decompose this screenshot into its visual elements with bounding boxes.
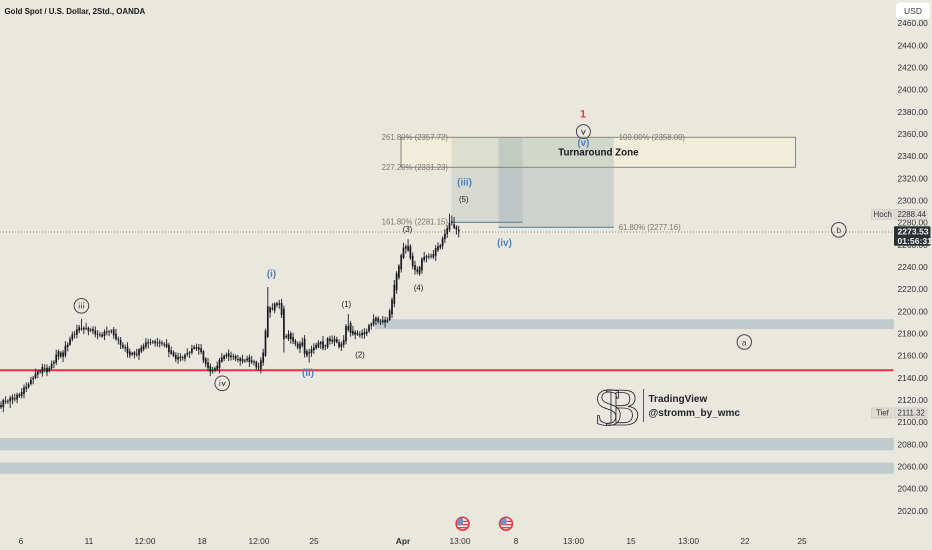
svg-text:18: 18 [197, 536, 207, 546]
svg-text:(1): (1) [342, 300, 352, 309]
svg-text:(iv): (iv) [497, 238, 512, 249]
svg-text:Turnaround Zone: Turnaround Zone [558, 147, 639, 158]
svg-text:2111.32: 2111.32 [898, 409, 925, 418]
svg-text:2240.00: 2240.00 [898, 262, 929, 272]
svg-text:2300.00: 2300.00 [898, 196, 929, 206]
svg-text:15: 15 [626, 536, 636, 546]
svg-text:2380.00: 2380.00 [898, 107, 929, 117]
svg-text:2100.00: 2100.00 [898, 417, 929, 427]
svg-text:2160.00: 2160.00 [898, 351, 929, 361]
svg-text:TradingView: TradingView [649, 394, 708, 405]
svg-text:2080.00: 2080.00 [898, 439, 929, 449]
svg-text:227.20% (2331.23): 227.20% (2331.23) [382, 163, 449, 172]
svg-text:25: 25 [797, 536, 807, 546]
svg-text:2340.00: 2340.00 [898, 151, 929, 161]
svg-text:2060.00: 2060.00 [898, 462, 929, 472]
svg-text:2200.00: 2200.00 [898, 306, 929, 316]
svg-text:2273.53: 2273.53 [898, 227, 929, 237]
svg-text:22: 22 [740, 536, 750, 546]
svg-text:1: 1 [580, 108, 586, 120]
svg-text:25: 25 [309, 536, 319, 546]
svg-text:Apr: Apr [396, 536, 411, 546]
svg-text:S: S [594, 379, 623, 437]
svg-text:(i): (i) [267, 269, 276, 280]
svg-text:2140.00: 2140.00 [898, 373, 929, 383]
svg-text:2220.00: 2220.00 [898, 284, 929, 294]
svg-text:(3): (3) [403, 225, 413, 234]
svg-text:Hoch: Hoch [874, 210, 892, 219]
svg-text:61.80% (2277.16): 61.80% (2277.16) [619, 223, 681, 232]
svg-text:2320.00: 2320.00 [898, 173, 929, 183]
svg-text:a: a [742, 337, 747, 347]
svg-text:(5): (5) [459, 195, 469, 204]
svg-text:8: 8 [514, 536, 519, 546]
svg-text:2360.00: 2360.00 [898, 129, 929, 139]
svg-text:(iii): (iii) [457, 178, 472, 189]
svg-text:12:00: 12:00 [249, 536, 270, 546]
svg-text:@stromm_by_wmc: @stromm_by_wmc [649, 408, 741, 419]
svg-text:2460.00: 2460.00 [898, 18, 929, 28]
svg-text:2440.00: 2440.00 [898, 40, 929, 50]
svg-text:(v): (v) [577, 138, 589, 149]
svg-text:2420.00: 2420.00 [898, 63, 929, 73]
svg-text:B: B [605, 379, 640, 437]
svg-text:11: 11 [85, 536, 94, 546]
svg-text:100.00% (2358.00): 100.00% (2358.00) [619, 133, 686, 142]
svg-text:b: b [836, 225, 841, 235]
svg-text:2280.00: 2280.00 [898, 218, 929, 228]
svg-text:6: 6 [19, 536, 24, 546]
svg-text:USD: USD [904, 6, 922, 16]
svg-text:Gold Spot / U.S. Dollar, 2Std.: Gold Spot / U.S. Dollar, 2Std., OANDA [5, 7, 146, 16]
svg-text:(2): (2) [355, 351, 365, 360]
svg-text:13:00: 13:00 [563, 536, 584, 546]
svg-text:261.80% (2357.72): 261.80% (2357.72) [382, 133, 449, 142]
svg-text:Tief: Tief [876, 409, 890, 418]
svg-text:2400.00: 2400.00 [898, 85, 929, 95]
svg-text:2120.00: 2120.00 [898, 395, 929, 405]
svg-text:13:00: 13:00 [450, 536, 471, 546]
svg-text:2020.00: 2020.00 [898, 506, 929, 516]
svg-text:(4): (4) [414, 284, 424, 293]
svg-text:161.80% (2281.15): 161.80% (2281.15) [382, 218, 449, 227]
svg-text:13:00: 13:00 [678, 536, 699, 546]
svg-text:12:00: 12:00 [135, 536, 156, 546]
svg-text:2288.44: 2288.44 [898, 210, 927, 219]
svg-text:(ii): (ii) [302, 368, 314, 379]
svg-text:2180.00: 2180.00 [898, 329, 929, 339]
svg-text:2040.00: 2040.00 [898, 484, 929, 494]
svg-text:01:56:31: 01:56:31 [898, 236, 932, 246]
